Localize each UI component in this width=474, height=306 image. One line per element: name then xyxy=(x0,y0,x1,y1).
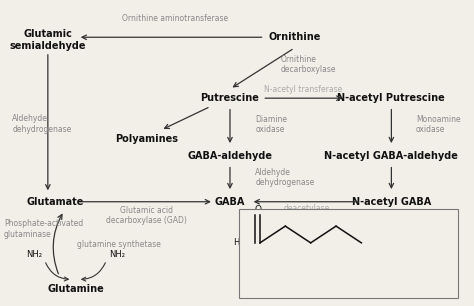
Text: O: O xyxy=(254,205,261,214)
Text: Glutamic acid
decarboxylase (GAD): Glutamic acid decarboxylase (GAD) xyxy=(106,206,186,225)
Text: GABA: GABA xyxy=(215,197,245,207)
Text: Aldehyde
dehydrogenase: Aldehyde dehydrogenase xyxy=(12,114,72,134)
Text: NH₂: NH₂ xyxy=(109,250,125,259)
Text: Phosphate-activated
glutaminase: Phosphate-activated glutaminase xyxy=(4,219,83,239)
Text: Putrescine: Putrescine xyxy=(201,93,259,103)
Text: gamma amino butyric acid
(GABA): gamma amino butyric acid (GABA) xyxy=(297,271,400,291)
Text: Ornithine
decarboxylase: Ornithine decarboxylase xyxy=(281,55,336,74)
Text: Ornithine aminotransferase: Ornithine aminotransferase xyxy=(122,14,228,23)
Bar xyxy=(239,209,458,298)
Text: Aldehyde
dehydrogenase: Aldehyde dehydrogenase xyxy=(255,168,315,187)
Text: Ornithine: Ornithine xyxy=(268,32,321,42)
Text: GABA-aldehyde: GABA-aldehyde xyxy=(188,151,273,161)
Text: Polyamines: Polyamines xyxy=(116,134,179,144)
Text: Glutamine: Glutamine xyxy=(47,284,104,293)
Text: N-acetyl Putrescine: N-acetyl Putrescine xyxy=(337,93,445,103)
Text: Diamine
oxidase: Diamine oxidase xyxy=(255,115,287,134)
Text: deacetylase: deacetylase xyxy=(283,204,329,213)
Text: glutamine synthetase: glutamine synthetase xyxy=(77,240,161,249)
Text: HO: HO xyxy=(233,238,246,247)
Text: Monoamine
oxidase: Monoamine oxidase xyxy=(416,115,460,134)
Text: N-acetyl transferase: N-acetyl transferase xyxy=(264,85,342,94)
Text: NH₂: NH₂ xyxy=(373,235,389,244)
Text: N-acetyl GABA: N-acetyl GABA xyxy=(352,197,431,207)
Text: NH₂: NH₂ xyxy=(26,250,42,259)
Text: N-acetyl GABA-aldehyde: N-acetyl GABA-aldehyde xyxy=(324,151,458,161)
Text: Glutamic
semialdehyde: Glutamic semialdehyde xyxy=(9,29,86,51)
Text: Glutamate: Glutamate xyxy=(26,197,83,207)
